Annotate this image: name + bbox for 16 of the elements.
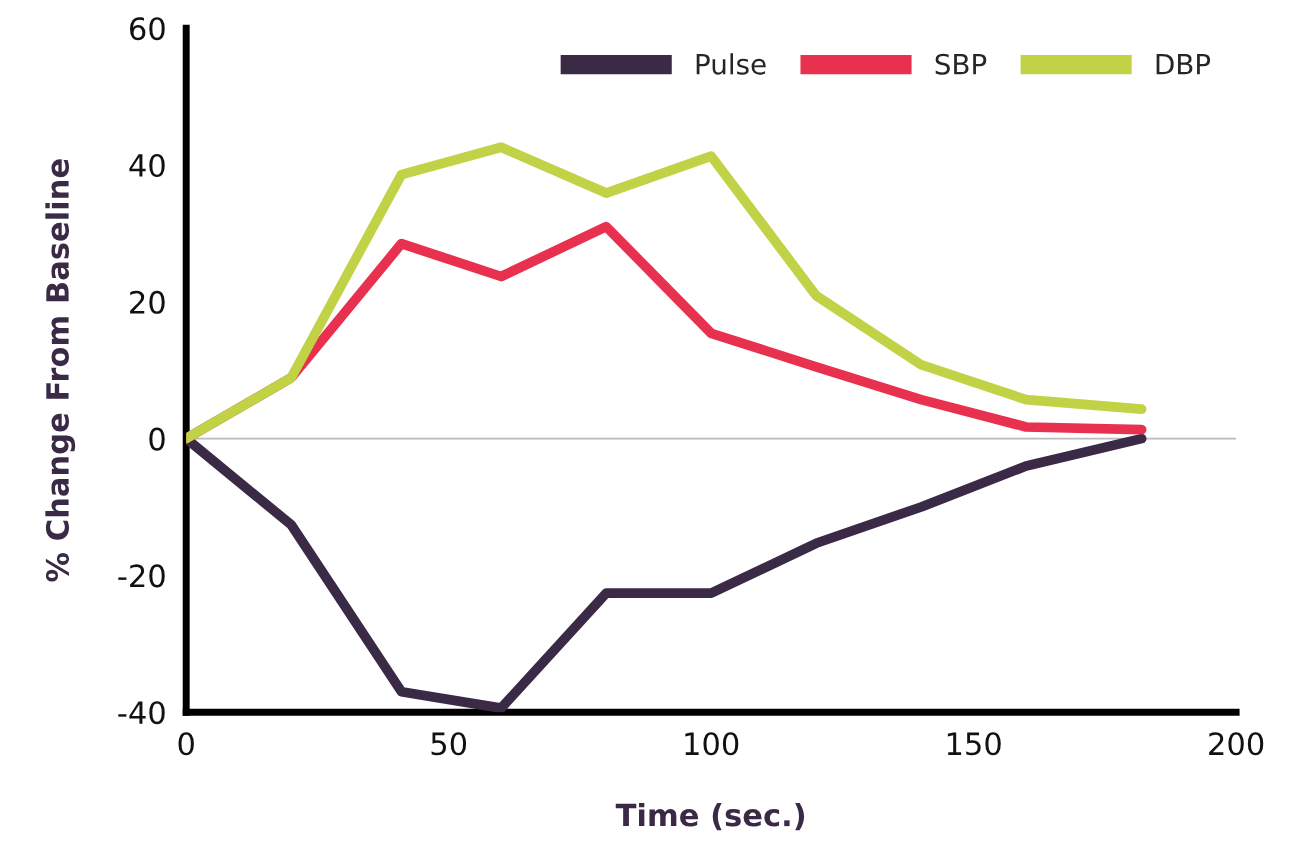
legend-label: Pulse <box>696 53 766 75</box>
y-axis-title: % Change From Baseline <box>45 159 76 582</box>
y-tick-label: -40 <box>118 701 165 725</box>
y-tick-label: 40 <box>129 153 165 178</box>
x-tick-label: 50 <box>431 732 467 756</box>
x-tick-label: 100 <box>685 732 739 756</box>
y-tick-label: -20 <box>118 564 165 588</box>
y-tick-label: 20 <box>130 290 165 314</box>
y-tick-label: 60 <box>130 17 165 41</box>
x-axis-title: Time (sec.) <box>615 802 805 831</box>
x-tick-label: 200 <box>1209 732 1264 756</box>
x-tick-label: 150 <box>947 732 1001 756</box>
legend-label: SBP <box>935 53 987 75</box>
legend-label: DBP <box>1156 54 1211 75</box>
x-tick-label: 0 <box>178 732 194 756</box>
y-tick-label: 0 <box>149 427 165 451</box>
